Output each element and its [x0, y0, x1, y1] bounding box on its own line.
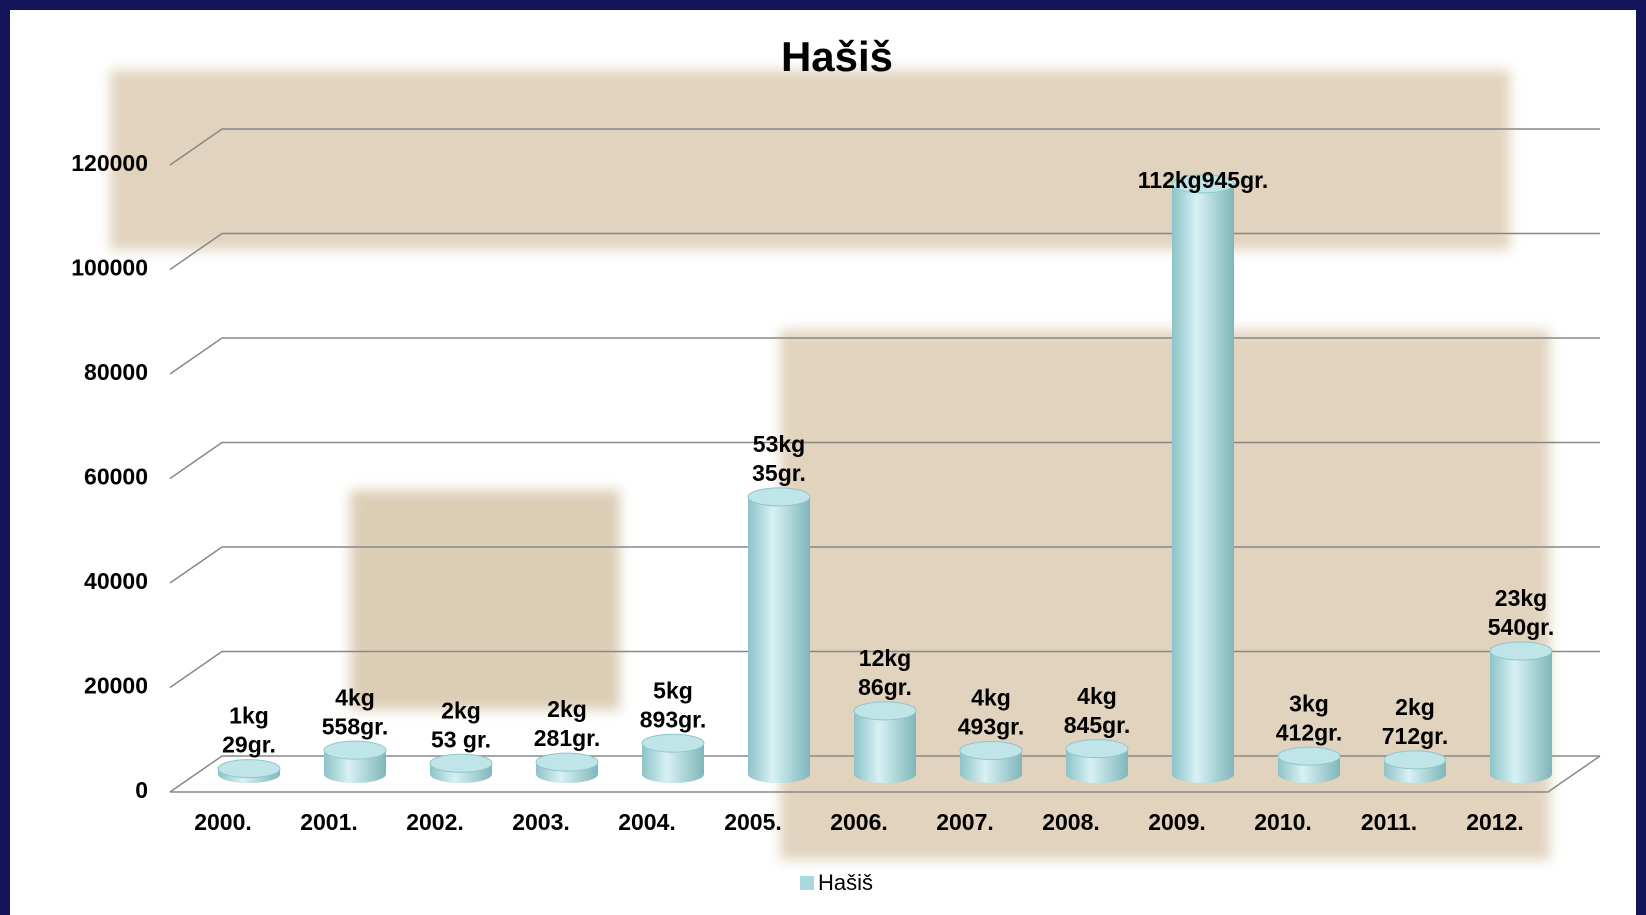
bar-top: [1489, 641, 1553, 661]
y-tick-label: 60000: [84, 464, 148, 490]
bar-top: [217, 759, 281, 779]
bar-bottom-edge: [1278, 765, 1340, 783]
data-label: 893gr.: [640, 706, 707, 732]
bar: [1172, 183, 1234, 775]
bar-top: [853, 701, 917, 721]
bar-top: [747, 487, 811, 507]
legend-label: Hašiš: [818, 870, 873, 895]
x-tick-label: 2004.: [618, 809, 676, 835]
grid-line: [169, 441, 1600, 480]
bar-bottom-edge: [748, 765, 810, 783]
data-label: 4kg: [971, 685, 1011, 711]
chart-title: Hašiš: [781, 33, 893, 80]
bar: [1490, 651, 1552, 774]
grid-line: [169, 755, 1600, 793]
bar-bottom-edge: [854, 765, 916, 783]
bar-bottom-edge: [324, 765, 386, 783]
x-tick-label: 2009.: [1148, 809, 1206, 835]
data-label: 4kg: [335, 684, 375, 710]
grid-line: [169, 337, 1600, 375]
bar-top: [535, 752, 599, 772]
data-label: 412gr.: [1276, 719, 1343, 745]
data-label: 53 gr.: [431, 726, 491, 752]
data-label: 845gr.: [1064, 712, 1131, 738]
x-tick-label: 2005.: [724, 809, 782, 835]
x-tick-label: 2012.: [1466, 809, 1524, 835]
grid-line: [169, 650, 1600, 689]
y-tick-label: 120000: [71, 150, 148, 176]
bar-top: [429, 753, 493, 773]
data-label: 2kg: [547, 696, 587, 722]
x-tick-label: 2002.: [406, 809, 464, 835]
bar-top: [1383, 750, 1447, 770]
data-label: 23kg: [1495, 585, 1547, 611]
x-tick-label: 2003.: [512, 809, 570, 835]
data-label: 12kg: [859, 645, 911, 671]
bar-bottom-edge: [1384, 765, 1446, 783]
data-label: 540gr.: [1488, 614, 1555, 640]
data-label: 35gr.: [752, 460, 806, 486]
x-tick-label: 2000.: [194, 809, 252, 835]
bar-bottom-edge: [1490, 765, 1552, 783]
data-label: 558gr.: [322, 713, 389, 739]
data-label: 2kg: [441, 697, 481, 723]
y-tick-label: 0: [135, 777, 148, 803]
bar-top: [323, 740, 387, 760]
y-tick-label: 100000: [71, 255, 148, 281]
y-tick-label: 20000: [84, 673, 148, 699]
data-label: 712gr.: [1382, 723, 1449, 749]
data-label: 281gr.: [534, 725, 601, 751]
y-tick-label: 40000: [84, 568, 148, 594]
bar-bottom-edge: [1066, 765, 1128, 783]
bar: [854, 710, 916, 774]
data-label: 29gr.: [222, 732, 276, 758]
data-label: 5kg: [653, 677, 693, 703]
x-tick-label: 2007.: [936, 809, 994, 835]
bar-bottom-edge: [960, 765, 1022, 783]
data-label: 1kg: [229, 703, 269, 729]
data-label: 3kg: [1289, 690, 1329, 716]
floor: [170, 755, 1601, 793]
grid-line: [169, 232, 1600, 271]
bar-top: [641, 733, 705, 753]
grid-line: [169, 128, 1600, 166]
legend-swatch: [800, 876, 814, 890]
bar-top: [1065, 739, 1129, 759]
y-tick-label: 80000: [84, 359, 148, 385]
bar: [748, 496, 810, 774]
x-tick-label: 2010.: [1254, 809, 1312, 835]
bar-bottom-edge: [642, 765, 704, 783]
x-tick-label: 2001.: [300, 809, 358, 835]
bar-bottom-edge: [1172, 765, 1234, 783]
data-label: 2kg: [1395, 694, 1435, 720]
data-label: 112kg945gr.: [1138, 167, 1268, 193]
data-label: 493gr.: [958, 714, 1025, 740]
data-label: 53kg: [753, 431, 805, 457]
bar-top: [1171, 174, 1235, 194]
data-label: 4kg: [1077, 683, 1117, 709]
x-tick-label: 2006.: [830, 809, 888, 835]
bar-top: [1277, 746, 1341, 766]
x-tick-label: 2011.: [1361, 809, 1417, 835]
bar-top: [959, 741, 1023, 761]
x-tick-label: 2008.: [1042, 809, 1100, 835]
data-label: 86gr.: [858, 674, 912, 700]
grid-line: [169, 546, 1600, 584]
